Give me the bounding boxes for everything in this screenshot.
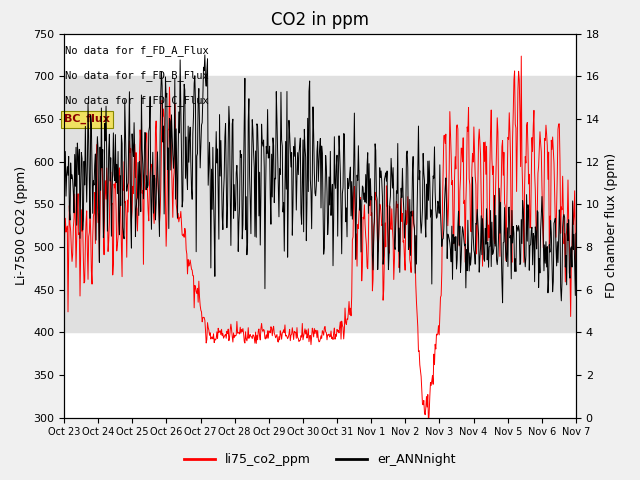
Text: No data for f_FD_C_Flux: No data for f_FD_C_Flux bbox=[65, 95, 208, 106]
Y-axis label: FD chamber flux (ppm): FD chamber flux (ppm) bbox=[605, 153, 618, 298]
Text: No data for f_FD_B_Flux: No data for f_FD_B_Flux bbox=[65, 70, 208, 81]
Title: CO2 in ppm: CO2 in ppm bbox=[271, 11, 369, 29]
Text: BC_flux: BC_flux bbox=[64, 114, 110, 124]
Text: No data for f_FD_A_Flux: No data for f_FD_A_Flux bbox=[65, 45, 208, 56]
Y-axis label: Li-7500 CO2 (ppm): Li-7500 CO2 (ppm) bbox=[15, 166, 28, 285]
Legend: li75_co2_ppm, er_ANNnight: li75_co2_ppm, er_ANNnight bbox=[179, 448, 461, 471]
Bar bbox=[64, 76, 576, 332]
